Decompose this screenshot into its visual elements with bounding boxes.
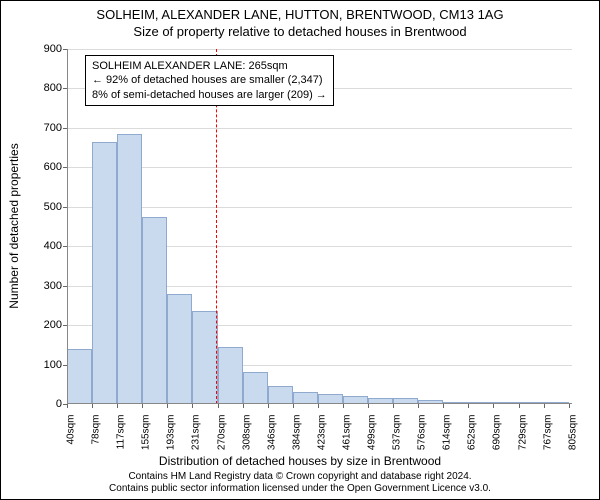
histogram-bar <box>67 349 92 404</box>
histogram-bar <box>92 142 117 404</box>
footer-line2: Contains public sector information licen… <box>1 483 599 495</box>
x-tick-label: 461sqm <box>341 415 352 451</box>
x-tick-label: 690sqm <box>492 415 503 451</box>
x-tick-label: 117sqm <box>116 415 127 450</box>
attribution-footer: Contains HM Land Registry data © Crown c… <box>1 471 599 495</box>
y-tick-label: 400 <box>22 240 62 252</box>
y-tick-label: 0 <box>22 398 62 410</box>
footer-line1: Contains HM Land Registry data © Crown c… <box>1 471 599 483</box>
x-tick-label: 346sqm <box>266 415 277 451</box>
gridline <box>67 167 572 168</box>
x-tick-label: 537sqm <box>392 415 403 451</box>
y-tick-label: 900 <box>22 43 62 55</box>
reference-callout: SOLHEIM ALEXANDER LANE: 265sqm ← 92% of … <box>85 55 334 106</box>
histogram-bar <box>243 372 268 404</box>
x-tick-label: 384sqm <box>291 415 302 451</box>
y-tick-label: 200 <box>22 319 62 331</box>
x-tick-label: 78sqm <box>91 415 102 445</box>
histogram-bar <box>117 134 142 404</box>
chart-title: SOLHEIM, ALEXANDER LANE, HUTTON, BRENTWO… <box>1 1 599 22</box>
y-axis-label: Number of detached properties <box>7 143 21 308</box>
x-axis <box>67 403 572 404</box>
histogram-bar <box>218 347 243 404</box>
y-tick-label: 800 <box>22 82 62 94</box>
y-tick-label: 100 <box>22 359 62 371</box>
x-tick-label: 231sqm <box>191 415 202 451</box>
histogram-bar <box>167 294 192 404</box>
y-tick-label: 700 <box>22 122 62 134</box>
chart-subtitle: Size of property relative to detached ho… <box>1 22 599 39</box>
x-tick-label: 614sqm <box>442 415 453 451</box>
y-axis <box>67 49 68 404</box>
x-tick-label: 499sqm <box>367 415 378 451</box>
gridline <box>67 128 572 129</box>
gridline <box>67 207 572 208</box>
x-tick-label: 767sqm <box>542 415 553 451</box>
x-tick-label: 193sqm <box>166 415 177 451</box>
x-axis-label: Distribution of detached houses by size … <box>1 454 599 468</box>
y-tick-label: 300 <box>22 280 62 292</box>
x-tick-label: 652sqm <box>467 415 478 451</box>
y-tick-label: 600 <box>22 161 62 173</box>
callout-line2: ← 92% of detached houses are smaller (2,… <box>92 73 327 87</box>
callout-line3: 8% of semi-detached houses are larger (2… <box>92 88 327 102</box>
histogram-bar <box>192 311 217 404</box>
x-tick-label: 805sqm <box>567 415 578 451</box>
y-tick-label: 500 <box>22 201 62 213</box>
callout-line1: SOLHEIM ALEXANDER LANE: 265sqm <box>92 59 327 73</box>
x-tick-label: 155sqm <box>141 415 152 451</box>
x-tick-label: 423sqm <box>316 415 327 451</box>
gridline <box>67 49 572 50</box>
x-tick-label: 729sqm <box>517 415 528 451</box>
histogram-bar <box>268 386 293 404</box>
x-tick-label: 270sqm <box>216 415 227 451</box>
x-tick-label: 576sqm <box>417 415 428 451</box>
x-tick-label: 40sqm <box>66 415 77 445</box>
histogram-bar <box>142 217 167 404</box>
x-tick-label: 308sqm <box>241 415 252 451</box>
chart-plot-area: 010020030040050060070080090040sqm78sqm11… <box>67 49 572 404</box>
